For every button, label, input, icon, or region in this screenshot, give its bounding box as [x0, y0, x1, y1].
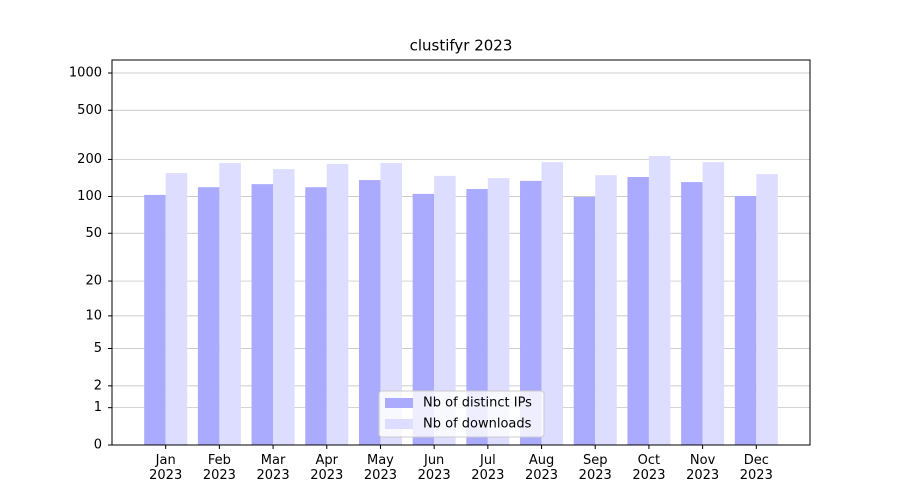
- bar: [219, 163, 241, 445]
- y-tick-label: 1: [94, 400, 102, 415]
- bar: [305, 187, 327, 445]
- x-tick-label: Dec 2023: [739, 453, 773, 483]
- x-tick-label: Sep 2023: [578, 453, 612, 483]
- bar: [273, 169, 295, 445]
- chart-title: clustifyr 2023: [410, 37, 513, 55]
- bar: [520, 180, 542, 445]
- bar: [648, 156, 671, 446]
- x-tick-label: Nov 2023: [686, 453, 720, 483]
- bar: [165, 173, 188, 445]
- bar: [358, 180, 381, 445]
- y-tick-label: 200: [77, 152, 102, 167]
- x-tick-label: Jan 2023: [149, 453, 183, 483]
- legend-label: Nb of downloads: [423, 417, 532, 432]
- y-tick-label: 2: [94, 378, 102, 393]
- legend-box: [378, 390, 545, 438]
- bar: [595, 175, 617, 445]
- y-tick-label: 100: [77, 189, 102, 204]
- y-tick-label: 5: [94, 341, 102, 356]
- x-tick-label: Feb 2023: [202, 453, 236, 483]
- x-tick-label: Oct 2023: [632, 453, 666, 483]
- x-tick-label: May 2023: [363, 453, 397, 483]
- bar: [487, 178, 510, 446]
- bar: [197, 187, 220, 445]
- x-tick-label: Jun 2023: [417, 453, 451, 483]
- bar: [434, 175, 456, 446]
- x-tick-label: Apr 2023: [310, 453, 344, 483]
- bar: [627, 177, 649, 445]
- bar: [380, 163, 402, 445]
- bar: [326, 163, 349, 446]
- y-tick-label: 50: [85, 226, 102, 241]
- legend-swatch: [385, 419, 413, 429]
- x-tick-label: Aug 2023: [524, 453, 559, 483]
- bar: [573, 197, 596, 445]
- y-tick-label: 10: [85, 308, 102, 323]
- bar: [702, 162, 725, 445]
- bar: [144, 194, 166, 445]
- bar: [466, 189, 488, 445]
- legend-label: Nb of distinct IPs: [423, 396, 532, 411]
- y-tick-label: 0: [94, 438, 102, 453]
- bar: [756, 174, 778, 445]
- y-tick-label: 500: [77, 103, 102, 118]
- bar: [412, 193, 435, 445]
- bar: [541, 162, 564, 445]
- y-tick-label: 20: [85, 274, 102, 289]
- x-tick-label: Jul 2023: [471, 453, 505, 483]
- legend-swatch: [385, 398, 413, 408]
- bar: [251, 184, 274, 445]
- plot-frame: [111, 59, 811, 446]
- bar: [681, 182, 703, 445]
- bar: [734, 195, 757, 445]
- y-tick-label: 1000: [69, 65, 102, 80]
- x-tick-label: Mar 2023: [256, 453, 290, 483]
